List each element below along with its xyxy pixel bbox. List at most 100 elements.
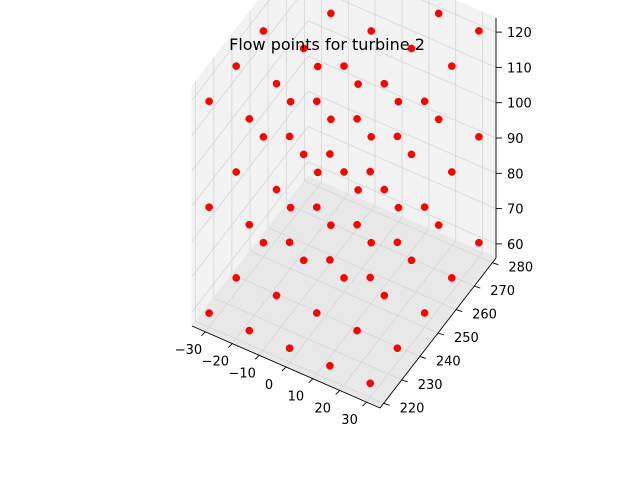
y-tick-mark <box>401 379 408 383</box>
data-point <box>313 168 322 177</box>
data-point <box>475 27 483 35</box>
y-tick-label: 260 <box>472 308 497 323</box>
data-point <box>420 97 429 106</box>
grid-line-y <box>195 81 384 404</box>
z-tick-label: 60 <box>507 238 524 253</box>
grid-line-y <box>249 11 439 334</box>
grid-line-x <box>258 0 376 356</box>
y-tick-mark <box>492 262 499 266</box>
data-point <box>353 114 361 123</box>
z-tick-label: 80 <box>507 167 524 182</box>
grid-line-y <box>213 57 402 381</box>
data-point <box>380 185 389 194</box>
data-point <box>327 221 335 230</box>
grid-line-x <box>339 0 457 391</box>
grid-line-z <box>191 161 497 313</box>
data-point <box>366 379 375 388</box>
data-point <box>434 221 443 229</box>
y-tick-label: 270 <box>490 284 515 299</box>
y-tick-mark <box>474 285 481 289</box>
z-tick-label: 120 <box>507 26 532 41</box>
x-tick-mark <box>254 354 260 360</box>
data-point <box>393 132 402 141</box>
data-point <box>340 274 348 282</box>
data-point <box>299 150 308 159</box>
data-point <box>447 62 456 70</box>
x-tick-label: 0 <box>265 378 273 393</box>
data-point <box>259 133 268 141</box>
data-point <box>205 97 213 106</box>
data-point <box>380 79 389 88</box>
data-point <box>205 309 213 317</box>
data-point <box>353 220 361 229</box>
grid-line-z <box>191 126 497 277</box>
data-point <box>285 344 294 353</box>
data-point <box>312 203 321 212</box>
data-point <box>285 238 294 247</box>
grid-line-z <box>191 90 497 242</box>
grid-line-y <box>267 0 457 310</box>
data-point <box>312 97 321 106</box>
z-tick-label: 100 <box>507 97 532 112</box>
x-tick-label: −10 <box>228 366 255 381</box>
x-tick-mark <box>335 390 341 395</box>
x-tick-label: −30 <box>175 343 202 358</box>
grid-lines <box>191 0 497 404</box>
data-point <box>447 168 456 176</box>
y-tick-label: 220 <box>400 401 425 416</box>
x-tick-mark <box>281 366 287 372</box>
x-tick-mark <box>227 343 233 348</box>
x-tick-mark <box>201 331 206 337</box>
axis-ticks: −30−20−10 0 10 20 30 220 230 240 250 260 270 280 60 7… <box>175 26 533 428</box>
data-point <box>354 80 362 88</box>
y-tick-label: 230 <box>418 378 443 393</box>
grid-line-x <box>285 0 403 368</box>
x-tick-label: 10 <box>288 390 305 405</box>
data-point <box>245 326 254 335</box>
grid-line-x <box>312 0 430 379</box>
data-point <box>286 203 295 212</box>
grid-line-z <box>191 55 497 207</box>
grid-line-z <box>191 0 497 136</box>
data-point <box>447 274 456 282</box>
data-point <box>434 115 443 124</box>
data-point <box>272 79 281 88</box>
data-point <box>394 97 403 106</box>
grid-line-z <box>191 0 497 101</box>
x-tick-mark <box>308 378 314 384</box>
data-point <box>475 238 483 247</box>
data-point <box>299 44 308 53</box>
y-tick-label: 280 <box>508 261 533 276</box>
chart-title: Flow points for turbine 2 <box>229 35 425 54</box>
data-point <box>286 97 295 106</box>
data-point <box>272 291 281 300</box>
grid-line-x <box>366 12 484 403</box>
data-point <box>326 361 334 370</box>
x-tick-mark <box>362 401 367 407</box>
data-point <box>245 220 254 229</box>
data-point <box>259 238 268 247</box>
data-point <box>407 44 416 53</box>
z-tick-label: 110 <box>507 61 532 76</box>
data-point <box>475 132 483 141</box>
grid-line-z <box>191 20 497 171</box>
x-tick-label: 20 <box>314 401 331 416</box>
data-point <box>232 62 241 70</box>
z-tick-label: 90 <box>507 132 524 147</box>
y-tick-mark <box>383 402 390 406</box>
data-point <box>367 238 376 247</box>
grid-line-y <box>303 0 493 264</box>
data-point <box>232 274 241 282</box>
data-point <box>353 326 361 335</box>
data-point <box>366 167 375 176</box>
data-point <box>285 132 294 141</box>
data-point <box>393 238 402 247</box>
data-point <box>420 309 429 317</box>
data-point <box>340 168 348 176</box>
data-point <box>367 27 376 35</box>
y-tick-label: 250 <box>454 331 479 346</box>
data-point <box>232 168 241 176</box>
y-tick-mark <box>437 332 445 336</box>
